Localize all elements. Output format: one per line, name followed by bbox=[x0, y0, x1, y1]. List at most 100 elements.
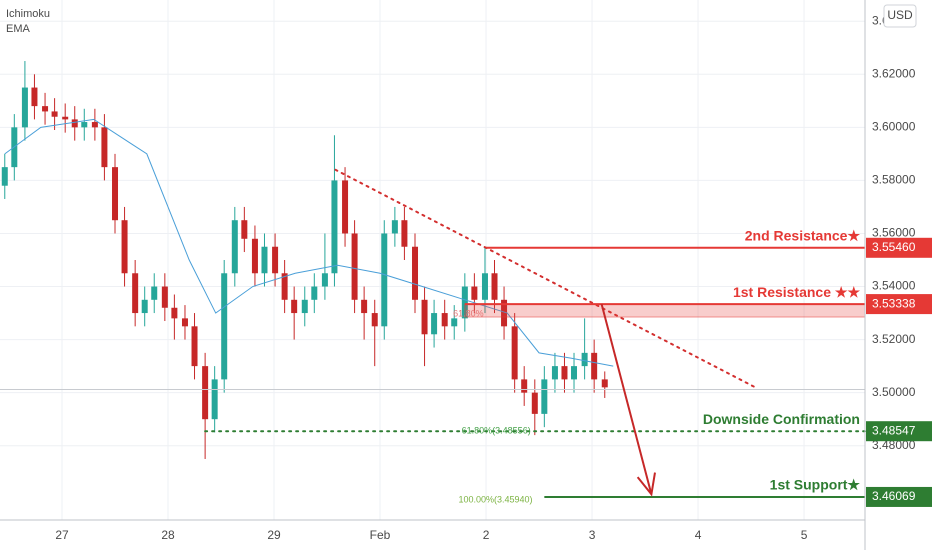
candle-body bbox=[31, 87, 38, 107]
y-tick-label: 3.50000 bbox=[872, 385, 916, 399]
candle-body bbox=[301, 299, 308, 314]
ema-line bbox=[4, 118, 614, 367]
y-tick-label: 3.62000 bbox=[872, 66, 916, 80]
candle-body bbox=[141, 299, 148, 314]
candle-body bbox=[42, 106, 49, 112]
candle-body bbox=[561, 366, 568, 380]
candle-body bbox=[451, 318, 458, 327]
indicator-label: Ichimoku bbox=[6, 8, 50, 20]
y-tick-label: 3.48000 bbox=[872, 438, 916, 452]
candle-body bbox=[361, 299, 368, 314]
candle-body bbox=[511, 326, 518, 380]
level-label: 1st Resistance ★★ bbox=[733, 284, 860, 300]
candle-body bbox=[391, 220, 398, 234]
candle-body bbox=[601, 379, 608, 388]
candle-body bbox=[151, 286, 158, 300]
candle-body bbox=[541, 379, 548, 414]
resistance-zone bbox=[464, 303, 866, 318]
candle-body bbox=[21, 87, 28, 128]
candle-body bbox=[161, 286, 168, 308]
candle-body bbox=[1, 167, 8, 186]
candle-body bbox=[461, 286, 468, 319]
candle-body bbox=[581, 352, 588, 367]
candle-body bbox=[281, 273, 288, 300]
x-tick-label: 27 bbox=[55, 528, 69, 542]
candle-body bbox=[331, 180, 338, 274]
price-tag-label: 3.46069 bbox=[872, 489, 916, 503]
price-tag bbox=[866, 421, 932, 442]
fib-label: 61.80% bbox=[453, 308, 484, 318]
candle-body bbox=[551, 366, 558, 380]
x-tick-label: 5 bbox=[801, 528, 808, 542]
candle-body bbox=[441, 313, 448, 327]
candle-body bbox=[181, 318, 188, 327]
candle-body bbox=[401, 220, 408, 247]
candle-body bbox=[471, 286, 478, 300]
candle-body bbox=[342, 180, 349, 234]
x-tick-label: 28 bbox=[161, 528, 175, 542]
fib-label: 61.80%(3.48556) bbox=[462, 425, 531, 435]
y-tick-label: 3.60000 bbox=[872, 120, 916, 134]
candle-body bbox=[221, 273, 228, 380]
candle-body bbox=[311, 286, 318, 300]
candle-body bbox=[112, 167, 119, 221]
level-label: Downside Confirmation bbox=[703, 411, 860, 427]
y-tick-label: 3.56000 bbox=[872, 226, 916, 240]
x-tick-label: 3 bbox=[589, 528, 596, 542]
candle-body bbox=[241, 220, 248, 239]
candle-body bbox=[571, 366, 578, 380]
candle-body bbox=[501, 299, 508, 327]
candle-body bbox=[231, 220, 238, 274]
arrow-head bbox=[636, 472, 656, 497]
price-tag-label: 3.55460 bbox=[872, 240, 916, 254]
candle-body bbox=[171, 307, 178, 319]
candle-body bbox=[431, 313, 438, 335]
candle-body bbox=[251, 238, 258, 274]
price-tag-label: 3.53338 bbox=[872, 296, 916, 310]
candle-body bbox=[531, 392, 538, 414]
candle-body bbox=[91, 122, 98, 128]
candle-body bbox=[521, 379, 528, 393]
x-tick-label: 2 bbox=[483, 528, 490, 542]
price-tag bbox=[866, 486, 932, 507]
candle-body bbox=[71, 119, 78, 128]
currency-label[interactable]: USD bbox=[887, 8, 913, 22]
candle-body bbox=[291, 299, 298, 314]
level-label: 1st Support★ bbox=[770, 477, 861, 493]
candle-body bbox=[481, 273, 488, 300]
candle-body bbox=[81, 122, 88, 128]
x-tick-label: Feb bbox=[370, 528, 391, 542]
candle-body bbox=[261, 246, 268, 274]
price-tag bbox=[866, 294, 932, 315]
price-tag-label: 3.48547 bbox=[872, 423, 916, 437]
x-tick-label: 4 bbox=[695, 528, 702, 542]
trendline bbox=[334, 168, 757, 389]
level-label: 2nd Resistance★ bbox=[745, 227, 861, 243]
candle-body bbox=[381, 233, 388, 327]
candle-body bbox=[351, 233, 358, 300]
candle-body bbox=[421, 299, 428, 335]
y-tick-label: 3.58000 bbox=[872, 173, 916, 187]
candle-body bbox=[272, 246, 279, 274]
candle-body bbox=[191, 326, 198, 367]
indicator-label: EMA bbox=[6, 23, 31, 35]
x-tick-label: 29 bbox=[267, 528, 281, 542]
candle-body bbox=[321, 273, 328, 287]
currency-button[interactable] bbox=[883, 4, 917, 28]
y-tick-label: 3.54000 bbox=[872, 279, 916, 293]
candle-body bbox=[101, 127, 108, 168]
candle-body bbox=[51, 111, 58, 117]
candle-body bbox=[121, 220, 128, 274]
candle-body bbox=[491, 273, 498, 300]
fib-label: 100.00%(3.45940) bbox=[458, 495, 532, 505]
candle-body bbox=[132, 273, 139, 314]
candle-body bbox=[202, 366, 209, 420]
candle-body bbox=[211, 379, 218, 420]
price-tag bbox=[866, 237, 932, 258]
candle-body bbox=[371, 313, 378, 327]
candle-body bbox=[412, 246, 419, 300]
candle-body bbox=[62, 116, 69, 120]
candle-body bbox=[591, 352, 598, 380]
